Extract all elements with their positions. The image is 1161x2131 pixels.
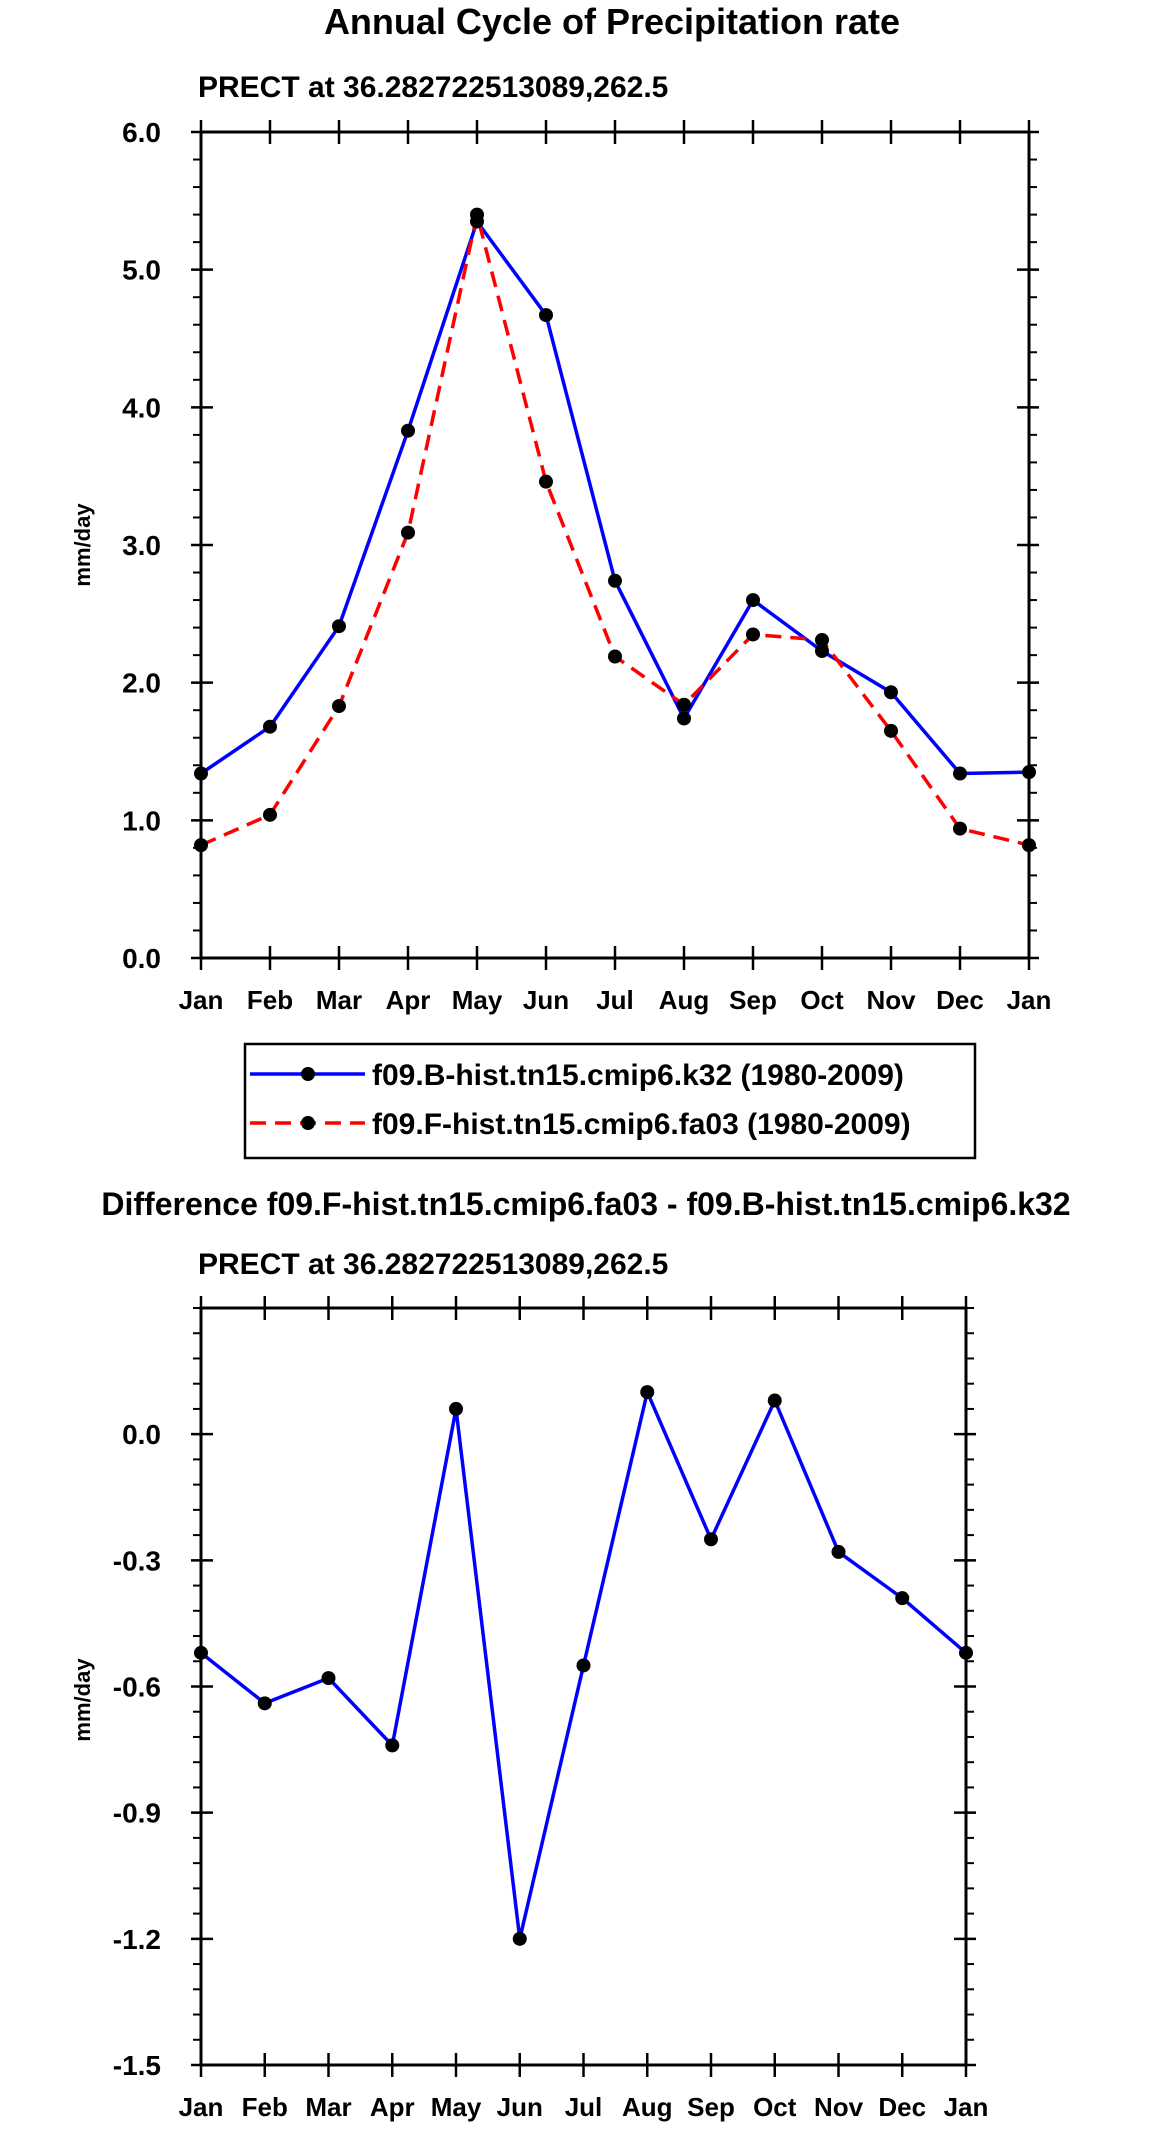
chart1-series-2-point <box>263 807 277 822</box>
chart2-ytick-label: 0.0 <box>122 1419 161 1450</box>
chart2-xtick-label: Jul <box>565 2092 603 2122</box>
chart2-series-1-point <box>321 1671 336 1686</box>
chart1-series-1-point <box>332 619 346 634</box>
chart2-xtick-label: May <box>431 2092 482 2122</box>
chart1-series-2-line <box>200 212 1030 847</box>
chart2-ytick-label: -1.5 <box>113 2050 161 2081</box>
chart1-series-2-point <box>194 838 208 853</box>
chart1-series-1-point <box>1022 765 1036 780</box>
chart1-series-2-point <box>332 699 346 714</box>
chart1-ylabel: mm/day <box>70 503 95 587</box>
chart2-series-1-point <box>385 1738 400 1753</box>
chart1-series-1-line <box>200 219 1030 776</box>
chart1-xtick-label: May <box>452 985 503 1015</box>
chart1-xtick-label: Nov <box>866 985 916 1015</box>
chart1-ytick-label: 3.0 <box>122 530 161 561</box>
chart2-series-1-point <box>704 1532 718 1547</box>
chart1-series-2-point <box>884 723 898 738</box>
chart2-ytick-label: -1.2 <box>113 1924 161 1955</box>
chart1-legend: f09.B-hist.tn15.cmip6.k32 (1980-2009) f0… <box>243 1042 977 1160</box>
chart1-ytick-label: 6.0 <box>122 117 161 148</box>
chart1-xtick-label: Dec <box>936 985 984 1015</box>
chart1-ytick-label: 0.0 <box>122 943 161 974</box>
chart2-subtitle: PRECT at 36.282722513089,262.5 <box>198 1248 668 1281</box>
chart2-plot-area: -1.5 -1.2 -0.9 -0.6 -0.3 0.0 Jan Feb Mar Apr May Ju… <box>113 1296 989 2122</box>
chart1-series-1-point <box>746 593 760 608</box>
chart2-series-1-point <box>831 1544 846 1559</box>
chart2-series-1-point <box>767 1393 782 1408</box>
chart1-ytick-label: 1.0 <box>122 805 161 836</box>
chart2-ytick-label: -0.3 <box>113 1545 161 1576</box>
chart1-subtitle: PRECT at 36.282722513089,262.5 <box>198 71 668 104</box>
chart1-series-2-point <box>470 207 484 222</box>
chart1-plot-area: 0.0 1.0 2.0 3.0 4.0 5.0 6.0 Jan Feb Mar Apr May Jun J… <box>122 117 1051 1015</box>
chart1-series-1-point <box>401 423 415 438</box>
chart1-series-2-point <box>953 821 967 836</box>
chart2-series-1-point <box>257 1696 272 1711</box>
chart1-series-2-point <box>539 474 553 489</box>
chart1-series-1-point <box>884 685 898 700</box>
chart1-series-1-point <box>263 719 277 734</box>
legend-marker-1 <box>301 1067 315 1081</box>
chart2-series-1-point <box>959 1645 973 1660</box>
chart2-xtick-label: Mar <box>305 2092 351 2122</box>
chart2-title: Difference f09.F-hist.tn15.cmip6.fa03 - … <box>101 1186 1070 1222</box>
chart2-series-1-point <box>576 1658 591 1673</box>
chart2-xtick-label: Sep <box>687 2092 735 2122</box>
chart1-series-1-point <box>953 766 967 781</box>
chart2-xtick-label: Nov <box>814 2092 864 2122</box>
chart1-series-2-point <box>401 525 415 540</box>
chart2-xtick-label: Dec <box>878 2092 926 2122</box>
chart1-xtick-label: Mar <box>316 985 362 1015</box>
legend-label-2: f09.F-hist.tn15.cmip6.fa03 (1980-2009) <box>372 1108 911 1141</box>
chart1-xtick-label: Apr <box>386 985 431 1015</box>
chart2-xtick-label: Jun <box>497 2092 543 2122</box>
chart2-ylabel: mm/day <box>70 1658 95 1742</box>
chart1-ytick-label: 4.0 <box>122 392 161 423</box>
chart2-frame <box>199 1306 968 2067</box>
chart1-ytick-label: 5.0 <box>122 255 161 286</box>
chart1-title: Annual Cycle of Precipitation rate <box>324 1 900 42</box>
chart2-series-1-point <box>512 1931 527 1946</box>
chart1-series-2-point <box>677 697 691 712</box>
chart1-series-2-point <box>1022 838 1036 853</box>
chart2-xtick-label: Feb <box>242 2092 288 2122</box>
chart1-frame <box>199 130 1031 960</box>
chart2-series-1-point <box>194 1645 208 1660</box>
chart2-xtick-label: Jan <box>944 2092 989 2122</box>
chart2-xtick-label: Oct <box>753 2092 797 2122</box>
chart2-series-1-point <box>895 1591 910 1606</box>
chart1-series-1-point <box>815 644 829 659</box>
chart1-xtick-label: Jun <box>523 985 569 1015</box>
chart2-xtick-label: Apr <box>370 2092 415 2122</box>
chart1-series-1-point <box>677 711 691 726</box>
chart1-xtick-label: Aug <box>659 985 710 1015</box>
chart1-series-1-point <box>539 308 553 323</box>
legend-label-1: f09.B-hist.tn15.cmip6.k32 (1980-2009) <box>372 1059 904 1092</box>
chart1-xtick-label: Jul <box>596 985 634 1015</box>
chart2-series-1-point <box>449 1401 463 1416</box>
chart1-ytick-label: 2.0 <box>122 668 161 699</box>
chart1-series-2-point <box>746 627 760 642</box>
legend-box <box>243 1042 977 1160</box>
chart1-xtick-label: Feb <box>247 985 293 1015</box>
chart1-series-2-point <box>608 649 622 664</box>
chart1-xtick-label: Jan <box>179 985 224 1015</box>
legend-marker-2 <box>301 1116 315 1130</box>
chart1-xtick-label: Jan <box>1007 985 1052 1015</box>
chart2-xtick-label: Jan <box>179 2092 224 2122</box>
chart1-xtick-label: Oct <box>800 985 844 1015</box>
chart2-ytick-label: -0.6 <box>113 1672 161 1703</box>
chart1-xtick-label: Sep <box>729 985 777 1015</box>
chart1-series-2-point <box>815 632 829 647</box>
chart1-series-1-point <box>194 766 208 781</box>
chart2-series-1-point <box>640 1385 655 1400</box>
chart1-series-1-point <box>608 573 622 588</box>
chart2-xtick-label: Aug <box>622 2092 673 2122</box>
chart2-ytick-label: -0.9 <box>113 1798 161 1829</box>
